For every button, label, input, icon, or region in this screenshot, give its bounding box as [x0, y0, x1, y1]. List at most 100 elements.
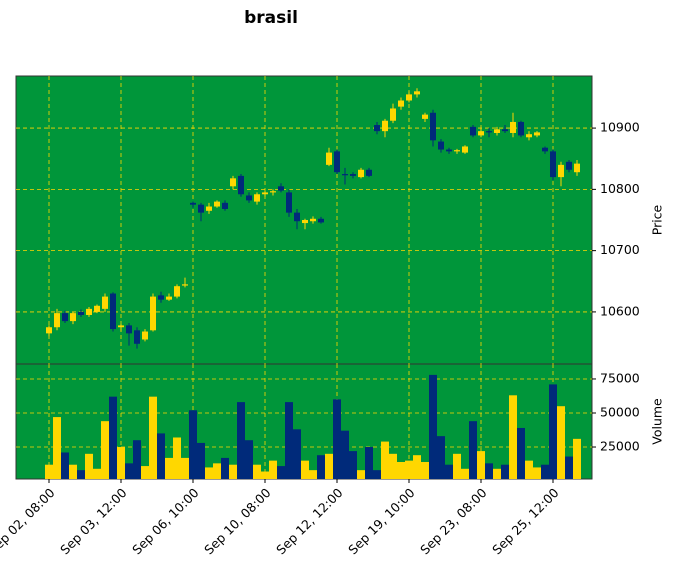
- volume-bar: [405, 460, 413, 479]
- candle-body: [326, 152, 332, 165]
- candle-body: [390, 108, 396, 121]
- volume-bar: [149, 396, 157, 479]
- volume-bar: [341, 430, 349, 479]
- volume-bar: [493, 468, 501, 479]
- candle-body: [294, 212, 300, 222]
- volume-bar: [333, 399, 341, 479]
- candle-body: [198, 204, 204, 213]
- candle-body: [254, 194, 260, 202]
- volume-bar: [413, 455, 421, 479]
- candle-body: [542, 147, 548, 152]
- candle-body: [382, 120, 388, 132]
- volume-bar: [213, 463, 221, 479]
- candle-body: [190, 202, 196, 205]
- volume-bar: [93, 468, 101, 479]
- candle-body: [318, 218, 324, 223]
- candle-body: [158, 295, 164, 300]
- volume-bar: [429, 374, 437, 479]
- chart-title: brasil: [244, 8, 298, 28]
- candle-body: [262, 192, 268, 195]
- candle-body: [70, 313, 76, 322]
- candle-body: [238, 175, 244, 195]
- volume-bar: [357, 470, 365, 479]
- candle-body: [246, 195, 252, 201]
- volume-bar: [549, 384, 557, 479]
- volume-bar: [437, 436, 445, 479]
- volume-bar: [117, 447, 125, 479]
- y-tick-label: 10700: [600, 242, 640, 257]
- volume-bar: [245, 440, 253, 479]
- volume-bar: [53, 417, 61, 479]
- volume-bar: [125, 463, 133, 479]
- volume-bar: [197, 442, 205, 479]
- volume-bar: [205, 467, 213, 479]
- candle-body: [414, 91, 420, 95]
- volume-bar: [461, 468, 469, 479]
- volume-bar: [221, 457, 229, 479]
- volume-bar: [381, 441, 389, 479]
- candle-body: [230, 178, 236, 187]
- candle-body: [486, 131, 492, 133]
- candle-body: [566, 161, 572, 170]
- candle-body: [574, 163, 580, 173]
- candle-body: [86, 308, 92, 315]
- volume-bar: [325, 453, 333, 479]
- volume-bar: [317, 455, 325, 479]
- x-tick-label: Sep 06, 10:00: [129, 485, 201, 557]
- y-axis-label: Volume: [650, 398, 665, 445]
- candle-body: [222, 202, 228, 209]
- candle-body: [534, 132, 540, 136]
- volume-bar: [277, 466, 285, 479]
- y-tick-label: 10600: [600, 303, 640, 318]
- volume-bar: [469, 421, 477, 479]
- candle-body: [214, 201, 220, 207]
- candle-body: [398, 100, 404, 107]
- y-tick-label: 75000: [600, 370, 640, 385]
- volume-bar: [61, 452, 69, 479]
- volume-bar: [237, 402, 245, 479]
- volume-bar: [157, 433, 165, 479]
- volume-bar: [165, 457, 173, 479]
- candle-body: [286, 192, 292, 213]
- volume-bar: [421, 461, 429, 479]
- candle-body: [558, 164, 564, 178]
- candle-body: [550, 151, 556, 178]
- candle-body: [182, 284, 188, 286]
- volume-bar: [77, 470, 85, 479]
- volume-bar: [477, 451, 485, 479]
- volume-bar: [261, 471, 269, 479]
- candle-body: [446, 149, 452, 152]
- volume-bar: [453, 453, 461, 479]
- volume-bar: [101, 421, 109, 479]
- candle-body: [478, 131, 484, 136]
- x-tick-label: Sep 25, 12:00: [489, 485, 561, 557]
- candle-body: [174, 286, 180, 297]
- volume-bar: [173, 437, 181, 479]
- volume-bar: [285, 402, 293, 479]
- candle-body: [302, 220, 308, 224]
- volume-bar: [565, 456, 573, 479]
- y-axis-label: Price: [650, 204, 665, 235]
- candle-body: [126, 325, 132, 334]
- x-tick-label: Sep 12, 12:00: [273, 485, 345, 557]
- volume-bar: [293, 429, 301, 479]
- volume-bar: [573, 438, 581, 479]
- x-tick-label: Sep 03, 12:00: [57, 485, 129, 557]
- candle-body: [166, 296, 172, 300]
- volume-bar: [189, 410, 197, 479]
- candle-body: [118, 325, 124, 328]
- volume-bar: [181, 457, 189, 479]
- candle-body: [462, 146, 468, 153]
- volume-bar: [501, 464, 509, 479]
- volume-bar: [301, 460, 309, 479]
- candle-body: [78, 311, 84, 315]
- volume-bar: [45, 464, 53, 479]
- volume-bar: [541, 464, 549, 479]
- candle-body: [206, 206, 212, 211]
- volume-bar: [533, 467, 541, 479]
- volume-bar: [309, 470, 317, 479]
- volume-bar: [349, 451, 357, 479]
- volume-bar: [133, 440, 141, 479]
